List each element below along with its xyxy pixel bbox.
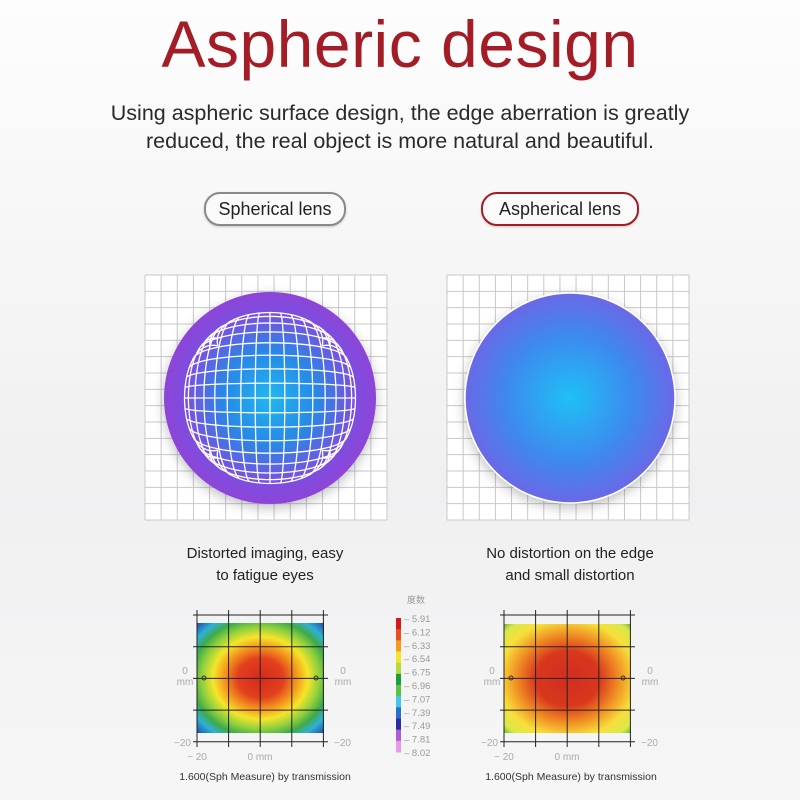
axis-label-left-mm: mm — [177, 677, 194, 688]
legend-value: – 6.12 — [404, 627, 430, 638]
legend-value: – 6.33 — [404, 641, 430, 652]
warped-line — [184, 408, 356, 414]
axis-label-right-mm: mm — [642, 677, 659, 688]
axis-label-right-neg20: −20 — [334, 738, 351, 749]
axis-label-bottom-neg20: − 20 — [187, 752, 207, 763]
legend-swatch — [396, 685, 401, 697]
axis-label-bottom-zero: 0 mm — [248, 752, 273, 763]
legend-value: – 6.96 — [404, 681, 430, 692]
distorted-grid — [183, 311, 357, 485]
legend-swatch — [396, 640, 401, 652]
warped-line — [196, 443, 344, 465]
legend-value: – 7.81 — [404, 735, 430, 746]
measure-point — [620, 675, 626, 681]
lens-illustrations — [144, 274, 690, 521]
legend-swatch — [396, 740, 401, 753]
measure-point — [508, 675, 514, 681]
axis-label-left-mm: mm — [484, 677, 501, 688]
warped-line — [299, 316, 314, 480]
measure-point — [201, 675, 207, 681]
axis-label-left-zero: 0 — [182, 666, 188, 677]
warped-line — [308, 320, 326, 476]
legend-value: – 8.02 — [404, 748, 430, 759]
legend-value: – 6.75 — [404, 668, 430, 679]
axis-label-left-neg20: −20 — [481, 738, 498, 749]
axis-label-right-zero: 0 — [647, 666, 653, 677]
warped-line — [186, 418, 354, 428]
subtitle-line-1: Using aspheric surface design, the edge … — [110, 101, 690, 125]
warped-line — [209, 450, 331, 481]
aspherical-lens — [464, 292, 676, 504]
legend-title: 度数 — [407, 594, 425, 605]
warped-line — [315, 324, 337, 472]
aspherical-caption-1: No distortion on the edge — [486, 545, 654, 562]
legend-swatch — [396, 618, 401, 630]
legend-value: – 5.91 — [404, 614, 430, 625]
warped-line — [192, 436, 348, 454]
warped-line — [188, 427, 352, 442]
legend-value: – 6.54 — [404, 654, 430, 665]
spherical-caption-2: to fatigue eyes — [216, 567, 314, 584]
axis-label-bottom-neg20: − 20 — [494, 752, 514, 763]
legend-value: – 7.39 — [404, 708, 430, 719]
axis-label-left-neg20: −20 — [174, 738, 191, 749]
spherical-lens-label: Spherical lens — [204, 192, 346, 226]
spherical-footer: 1.600(Sph Measure) by transmission — [179, 771, 351, 783]
legend-value: – 7.07 — [404, 694, 430, 705]
warped-line — [322, 337, 353, 459]
spherical-caption-1: Distorted imaging, easy — [186, 545, 344, 562]
aspherical-footer: 1.600(Sph Measure) by transmission — [485, 771, 657, 783]
legend-swatch — [396, 651, 401, 664]
aspherical-caption-2: and small distortion — [505, 567, 635, 584]
measure-point — [313, 675, 319, 681]
legend-swatch — [396, 629, 401, 641]
axis-label-right-zero: 0 — [340, 666, 346, 677]
legend-swatch — [396, 707, 401, 719]
legend-swatch — [396, 696, 401, 708]
warped-line — [290, 314, 300, 482]
legend-swatch — [396, 729, 401, 742]
legend-swatch — [396, 662, 401, 675]
axis-label-right-neg20: −20 — [641, 738, 658, 749]
axis-label-right-mm: mm — [335, 677, 352, 688]
legend-swatch — [396, 673, 401, 686]
legend-value: – 7.49 — [404, 721, 430, 732]
warped-line — [280, 312, 286, 484]
aspherical-lens-label: Aspherical lens — [481, 192, 639, 226]
page-title: Aspheric design — [161, 7, 639, 81]
warped-line — [322, 344, 357, 452]
axis-label-bottom-zero: 0 mm — [555, 752, 580, 763]
warped-line — [216, 450, 324, 485]
axis-label-left-zero: 0 — [489, 666, 495, 677]
color-legend: – 5.91 – 6.12 – 6.33 – 6.54 – 6.75 – 6.96 – 7.… — [396, 614, 430, 759]
subtitle-line-2: reduced, the real object is more natural… — [146, 129, 654, 153]
legend-swatch — [396, 718, 401, 731]
